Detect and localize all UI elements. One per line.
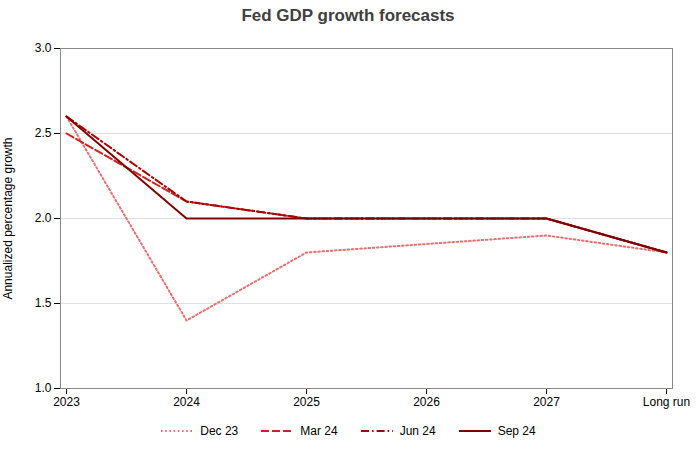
html-text:Sep 24: Sep 24 <box>497 424 536 438</box>
svg-text:2023: 2023 <box>53 395 80 409</box>
html-text:Fed GDP growth forecasts: Fed GDP growth forecasts <box>241 6 455 25</box>
svg-text:Annualized percentage growth: Annualized percentage growth <box>1 137 15 299</box>
svg-text:2027: 2027 <box>533 395 560 409</box>
svg-text:1.5: 1.5 <box>35 296 52 310</box>
html-text:Dec 23: Dec 23 <box>200 424 239 438</box>
html-text:Jun 24: Jun 24 <box>399 424 436 438</box>
svg-text:1.0: 1.0 <box>35 381 52 395</box>
html-text:Mar 24: Mar 24 <box>300 424 338 438</box>
svg-text:Long run: Long run <box>643 395 690 409</box>
svg-text:2026: 2026 <box>413 395 440 409</box>
svg-text:2.5: 2.5 <box>35 126 52 140</box>
svg-text:3.0: 3.0 <box>35 41 52 55</box>
svg-text:2025: 2025 <box>293 395 320 409</box>
svg-text:2024: 2024 <box>173 395 200 409</box>
svg-text:2.0: 2.0 <box>35 211 52 225</box>
